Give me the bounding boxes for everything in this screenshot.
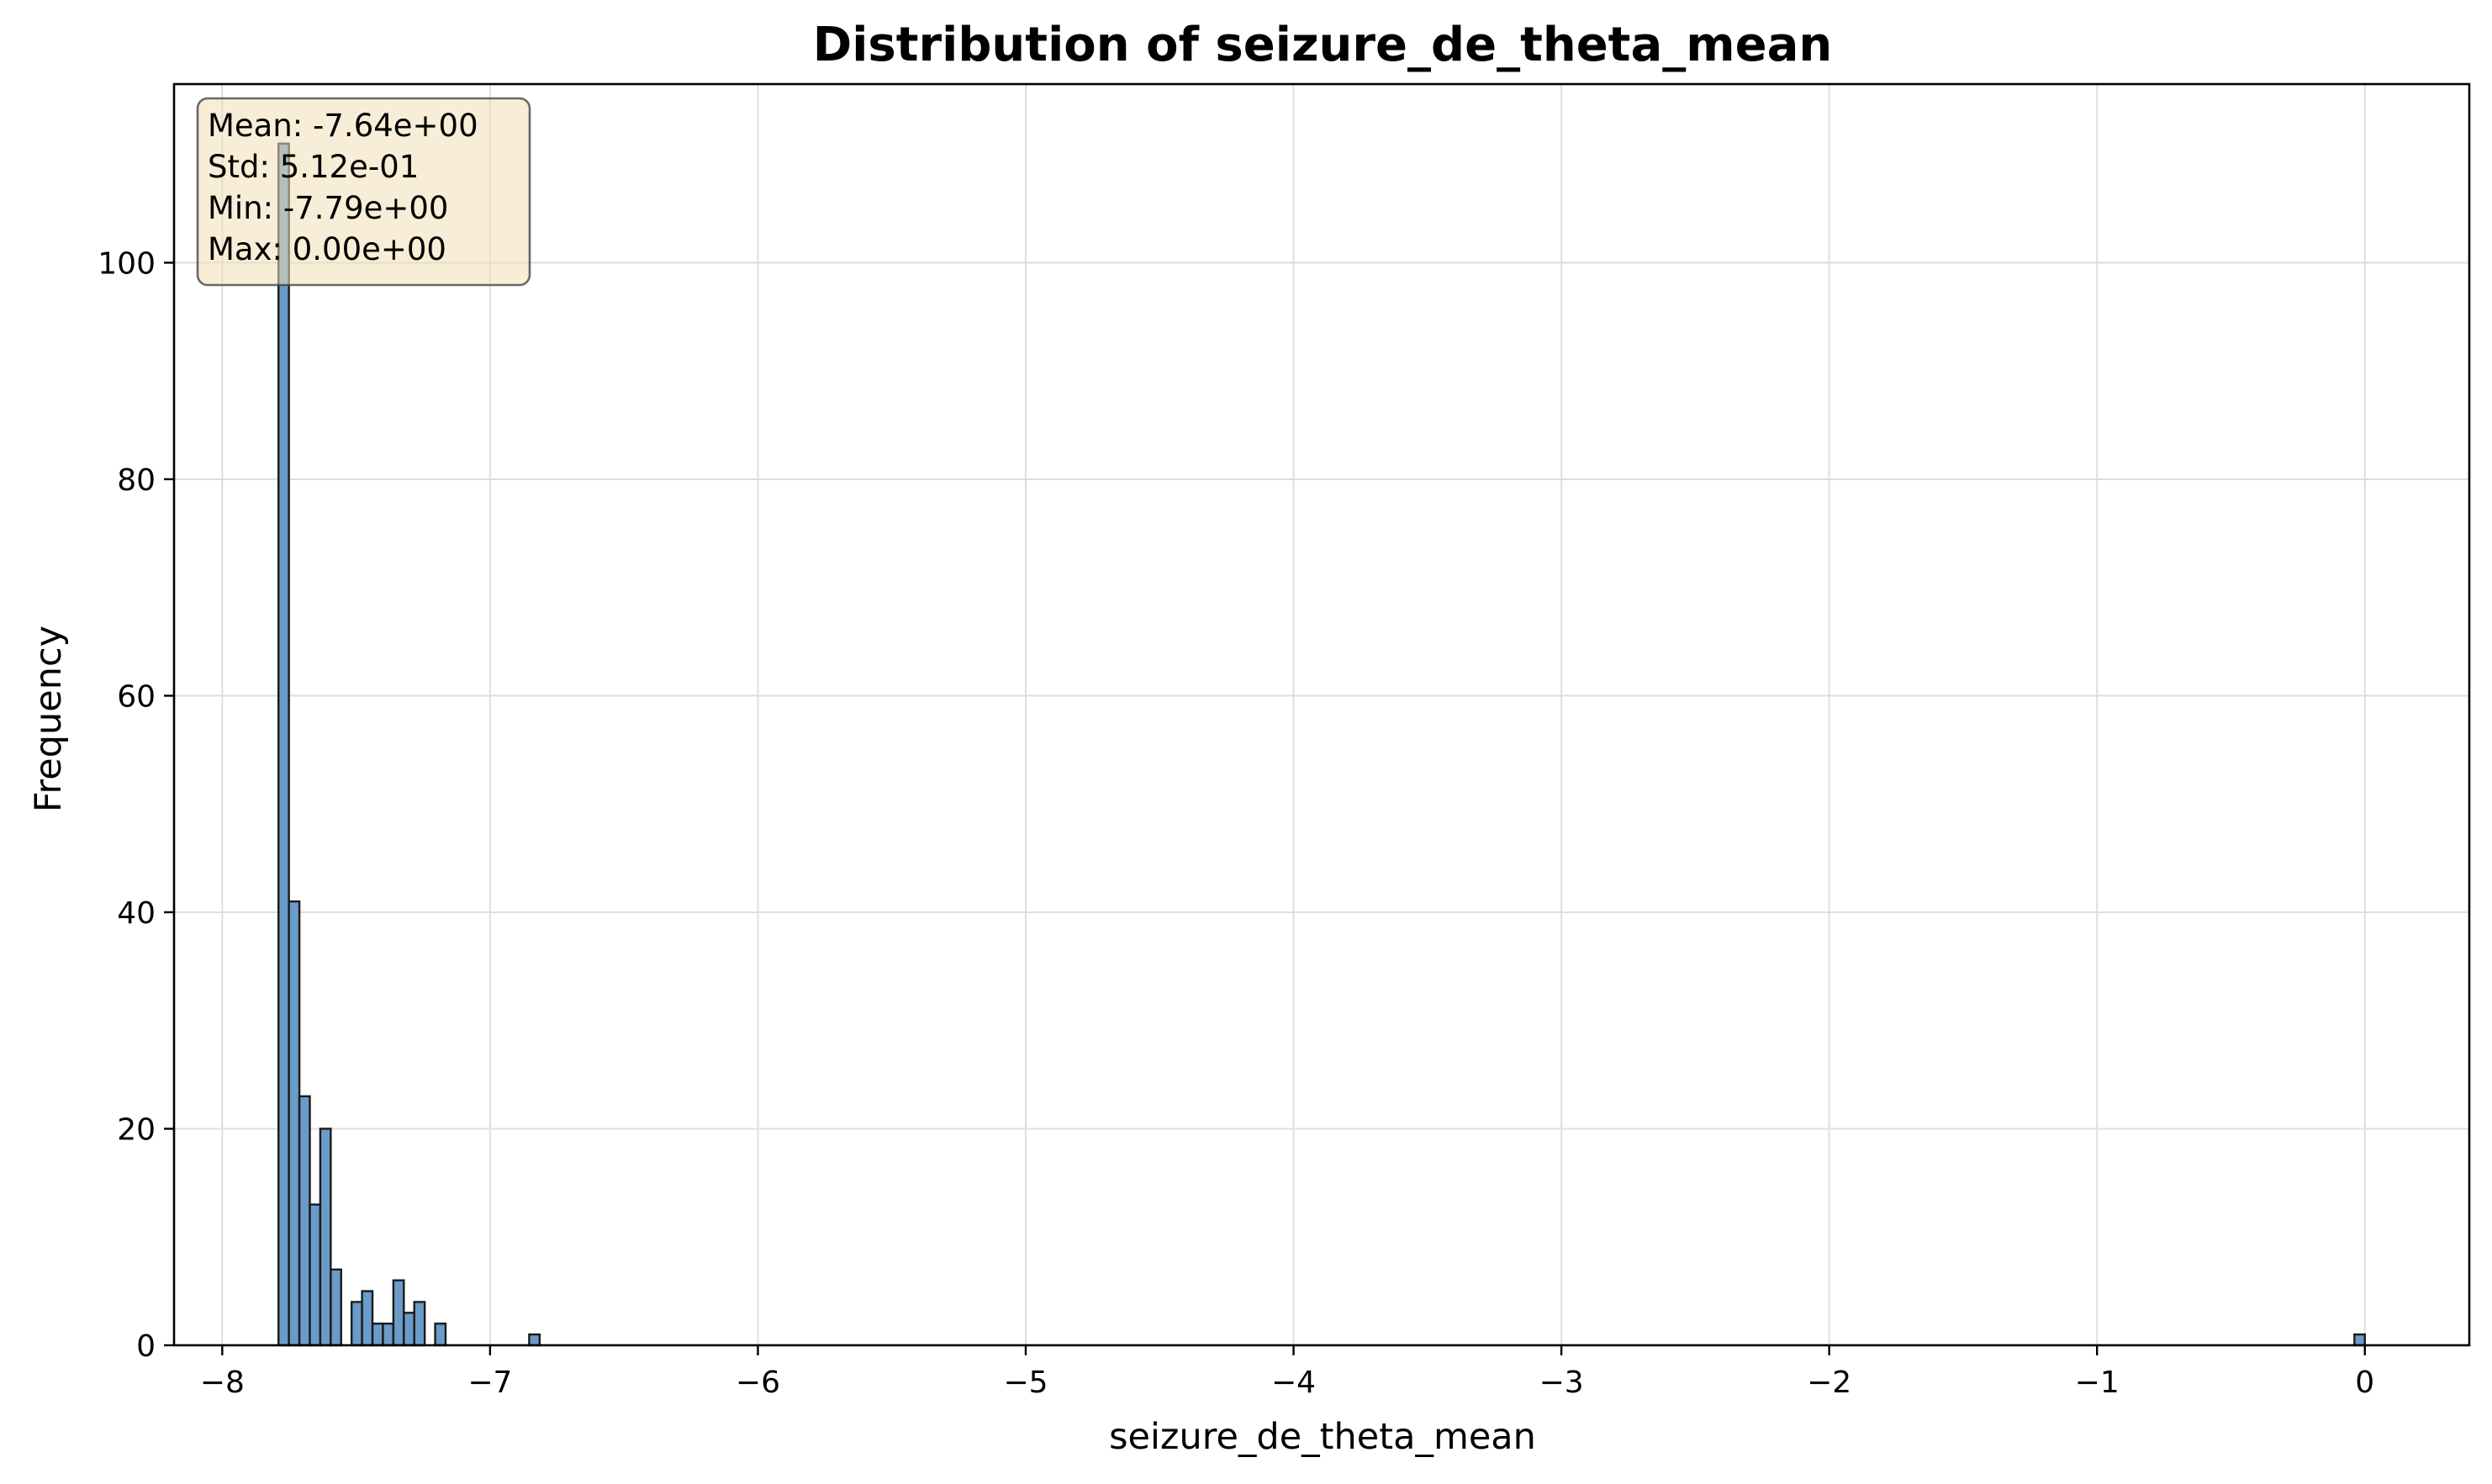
plot-frame — [172, 82, 2471, 1347]
histogram-bar — [351, 1301, 363, 1347]
y-tick-label: 60 — [117, 679, 156, 714]
y-axis-ticks: 0 20 40 60 80 100 — [98, 246, 174, 1364]
histogram-bar — [434, 1323, 447, 1347]
stats-line: Mean: -7.64e+00 — [208, 108, 478, 144]
stats-line: Min: -7.79e+00 — [208, 190, 448, 226]
y-tick-label: 80 — [117, 463, 156, 498]
y-tick-label: 20 — [117, 1112, 156, 1147]
x-tick-label: −8 — [200, 1365, 245, 1400]
stats-box: Mean: -7.64e+00 Std: 5.12e-01 Min: -7.79e+… — [196, 97, 531, 287]
histogram-bar — [298, 1095, 311, 1347]
y-tick-label: 100 — [98, 246, 156, 281]
x-axis-ticks: −8 −7 −6 −5 −4 −3 −2 −1 0 — [200, 1345, 2374, 1400]
x-tick-label: −7 — [467, 1365, 512, 1400]
stats-line: Max: 0.00e+00 — [208, 231, 446, 267]
chart-title: Distribution of seizure_de_theta_mean — [813, 18, 1832, 72]
histogram-bar — [361, 1290, 374, 1347]
x-tick-label: 0 — [2355, 1365, 2374, 1400]
y-tick-label: 0 — [136, 1329, 156, 1364]
x-axis-label: seizure_de_theta_mean — [1109, 1416, 1536, 1458]
histogram-bar — [528, 1333, 541, 1347]
plot-area: −8 −7 −6 −5 −4 −3 −2 −1 0 0 20 40 60 80 100 Mean: -7.… — [98, 82, 2471, 1400]
histogram-bar — [2353, 1333, 2366, 1347]
histogram-bar — [288, 900, 301, 1347]
histogram-bars — [277, 142, 2366, 1347]
histogram-bar — [309, 1203, 322, 1347]
histogram-bar — [413, 1301, 426, 1347]
x-tick-label: −1 — [2075, 1365, 2120, 1400]
y-axis-label: Frequency — [28, 626, 70, 812]
histogram-bar — [330, 1268, 342, 1347]
stats-box-background — [196, 97, 531, 287]
x-tick-label: −4 — [1271, 1365, 1316, 1400]
y-tick-label: 40 — [117, 896, 156, 931]
x-tick-label: −2 — [1807, 1365, 1851, 1400]
x-tick-label: −5 — [1003, 1365, 1048, 1400]
histogram-bar — [392, 1279, 405, 1347]
x-tick-label: −6 — [736, 1365, 780, 1400]
histogram-bar — [382, 1323, 395, 1347]
x-tick-label: −3 — [1539, 1365, 1584, 1400]
histogram-bar — [277, 142, 290, 1347]
histogram-bar — [319, 1128, 332, 1347]
histogram-bar — [371, 1323, 384, 1347]
stats-line: Std: 5.12e-01 — [208, 149, 419, 185]
histogram-bar — [403, 1312, 415, 1347]
